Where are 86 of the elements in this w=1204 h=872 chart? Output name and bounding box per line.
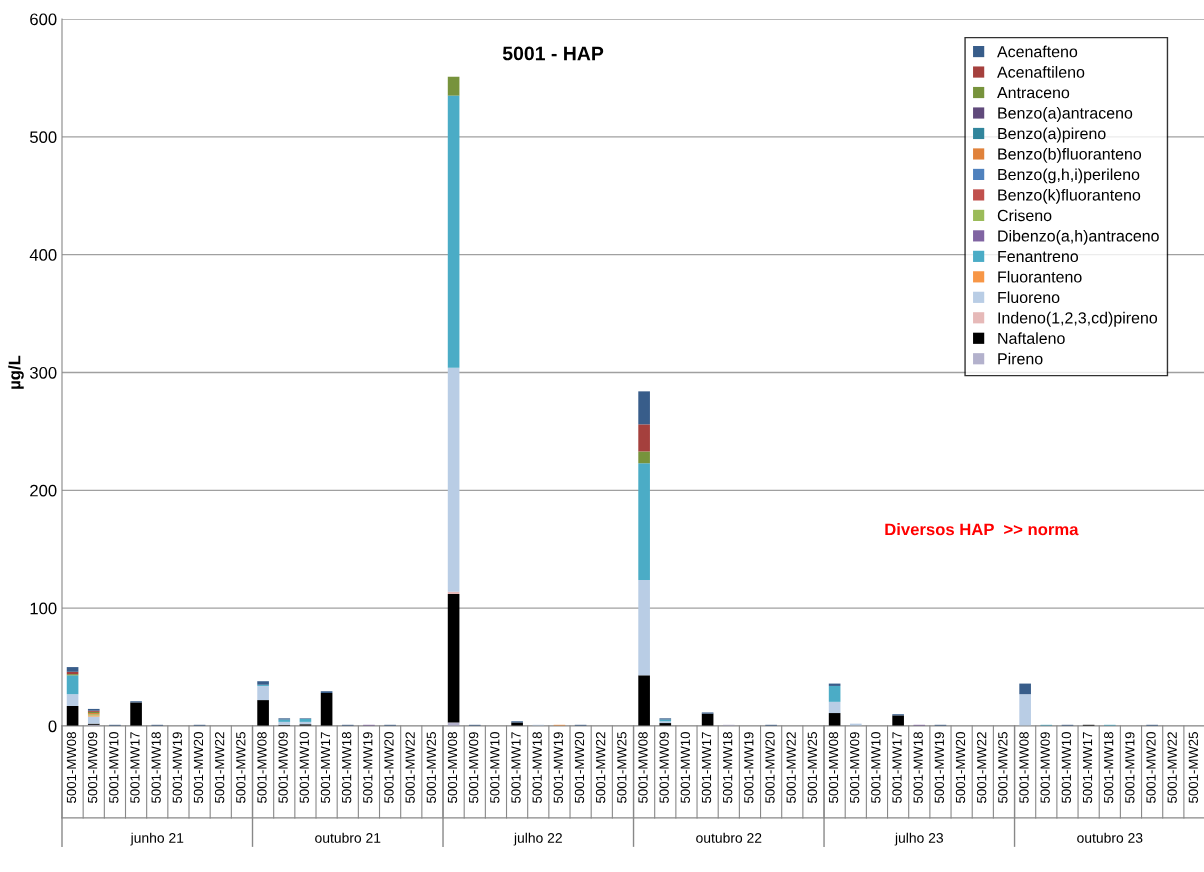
x-tick-label: 5001-MW20: [1146, 732, 1156, 803]
x-tick-label: 5001-MW19: [934, 732, 944, 803]
legend-label: Benzo(k)fluoranteno: [998, 188, 1141, 204]
legend-label: Indeno(1,2,3,cd)pireno: [998, 311, 1158, 327]
x-tick-label: 5001-MW20: [193, 732, 204, 803]
text: 5001 - HAP: [502, 46, 604, 61]
legend-label: Benzo(b)fluoranteno: [998, 147, 1142, 163]
x-tick-label: 5001-MW22: [595, 732, 606, 803]
x-tick-label: 5001-MW10: [1061, 732, 1072, 803]
legend-label: Fluoranteno: [998, 270, 1082, 283]
y-axis-title: µg/L: [8, 355, 24, 389]
x-tick-label: 5001-MW10: [490, 732, 500, 803]
x-tick-label: 5001-MW18: [341, 732, 352, 803]
legend-label: Naftaleno: [998, 332, 1065, 345]
x-tick-label: 5001-MW10: [109, 732, 119, 803]
x-tick-label: 5001-MW17: [892, 732, 902, 803]
text: outubro 23: [1077, 832, 1143, 843]
y-tick-label: 100: [30, 602, 57, 615]
y-tick-label: 400: [29, 249, 57, 261]
annotation: Diversos HAP >> norma: [885, 523, 1079, 536]
x-tick-label: 5001-MW22: [214, 732, 225, 803]
x-tick-label: 5001-MW08: [828, 732, 839, 803]
text: julho 23: [894, 832, 944, 846]
legend-label: Acenafteno: [997, 45, 1078, 58]
x-tick-label: 5001-MW22: [977, 732, 987, 803]
legend-label: Benzo(g,h,i)perileno: [998, 168, 1140, 184]
legend-label: Acenaftileno: [997, 66, 1085, 78]
x-tick-label: 5001-MW19: [172, 732, 182, 803]
text: julho 22: [513, 832, 562, 846]
x-tick-label: 5001-MW17: [701, 732, 712, 803]
x-tick-label: 5001-MW18: [532, 732, 542, 803]
x-tick-label: 5001-MW17: [320, 732, 331, 803]
x-tick-label: 5001-MW19: [363, 732, 373, 803]
legend-label: Pireno: [998, 352, 1043, 365]
x-tick-label: 5001-MW22: [1167, 732, 1177, 803]
x-tick-label: 5001-MW18: [913, 732, 923, 803]
x-tick-label: 5001-MW09: [849, 732, 860, 803]
x-tick-label: 5001-MW20: [384, 732, 394, 803]
x-tick-label: 5001-MW25: [426, 732, 436, 803]
x-tick-label: 5001-MW08: [257, 732, 267, 803]
x-tick-label: 5001-MW17: [1082, 732, 1093, 803]
y-tick-label: 300: [29, 366, 57, 379]
text: outubro 21: [315, 832, 381, 843]
y-tick-label: 500: [30, 131, 57, 144]
y-tick-label: 200: [30, 484, 57, 497]
text: junho 21: [130, 832, 184, 846]
y-tick-label: 0: [48, 720, 57, 733]
x-tick-label: 5001-MW25: [1188, 732, 1199, 803]
legend-label: Criseno: [997, 209, 1052, 222]
x-tick-label: 5001-MW17: [130, 732, 140, 803]
legend-label: Fenantreno: [998, 250, 1079, 263]
x-tick-label: 5001-MW08: [447, 732, 458, 803]
x-tick-label: 5001-MW18: [722, 732, 733, 803]
x-tick-label: 5001-MW19: [744, 732, 754, 803]
x-tick-label: 5001-MW09: [278, 732, 288, 803]
x-tick-label: 5001-MW08: [1019, 732, 1029, 803]
x-tick-label: 5001-MW09: [87, 732, 98, 803]
legend-label: Fluoreno: [998, 291, 1060, 304]
x-tick-label: 5001-MW20: [765, 732, 775, 803]
x-tick-label: 5001-MW10: [680, 732, 690, 803]
x-tick-label: 5001-MW09: [468, 732, 479, 803]
x-tick-label: 5001-MW08: [638, 732, 648, 803]
x-tick-label: 5001-MW20: [955, 732, 966, 803]
x-tick-label: 5001-MW22: [786, 732, 796, 803]
y-tick-label: 600: [30, 13, 57, 26]
x-tick-label: 5001-MW17: [511, 732, 521, 803]
x-tick-label: 5001-MW08: [66, 732, 77, 803]
x-tick-label: 5001-MW22: [405, 732, 415, 803]
x-tick-label: 5001-MW09: [659, 732, 669, 803]
x-tick-label: 5001-MW09: [1040, 732, 1050, 803]
legend-label: Benzo(a)antraceno: [998, 107, 1133, 122]
x-tick-label: 5001-MW10: [299, 732, 309, 803]
x-tick-label: 5001-MW19: [1125, 732, 1135, 803]
legend-label: Benzo(a)pireno: [998, 127, 1106, 143]
x-tick-label: 5001-MW25: [236, 732, 246, 803]
text: outubro 22: [696, 832, 762, 843]
x-tick-label: 5001-MW20: [574, 732, 585, 803]
x-tick-label: 5001-MW18: [151, 732, 161, 803]
x-tick-label: 5001-MW10: [871, 732, 881, 803]
x-tick-label: 5001-MW18: [1104, 732, 1114, 803]
x-tick-label: 5001-MW25: [807, 732, 817, 803]
x-tick-label: 5001-MW19: [553, 732, 563, 803]
legend-label: Antraceno: [997, 87, 1070, 99]
x-tick-label: 5001-MW25: [617, 732, 627, 803]
x-tick-label: 5001-MW25: [998, 732, 1008, 803]
legend-label: Dibenzo(a,h)antraceno: [998, 229, 1159, 245]
